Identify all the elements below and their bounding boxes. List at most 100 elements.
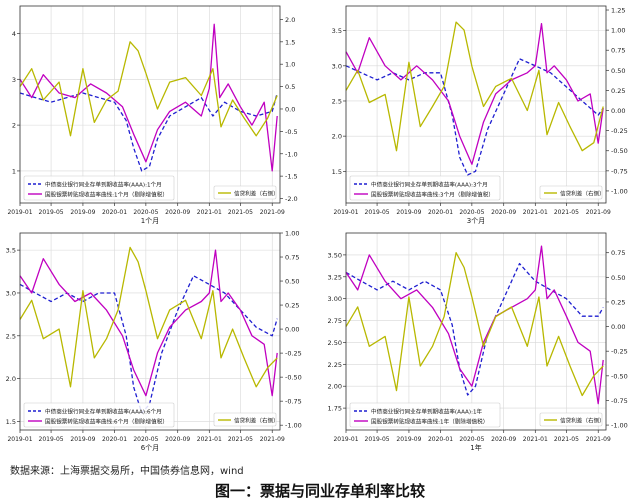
left-tick-label: 1.5 (332, 168, 342, 176)
legend-label: 信贷利差（右侧） (234, 189, 279, 197)
x-tick-label: 2019-05 (365, 436, 390, 443)
x-axis-label: 1年 (470, 443, 481, 452)
x-tick-label: 2021-01 (197, 436, 222, 443)
series-line-spread (19, 246, 278, 388)
x-tick-label: 2021-01 (197, 209, 222, 216)
series-line-bill (19, 249, 278, 397)
x-tick-label: 2019-05 (365, 209, 390, 216)
right-tick-label: -0.5 (285, 128, 298, 136)
right-tick-label: -1.0 (285, 150, 298, 158)
legend-box-left (23, 402, 175, 428)
right-tick-label: -0.75 (611, 397, 628, 405)
legend-label: 中债商业银行同业存单到期收益率(AAA):1年 (371, 407, 483, 415)
series-line-spread (19, 41, 278, 137)
right-tick-label: 0.50 (611, 274, 625, 282)
x-tick-label: 2020-09 (491, 436, 516, 443)
left-tick-label: 1.5 (6, 418, 16, 426)
right-tick-label: 1.5 (285, 38, 295, 46)
right-tick-label: -0.50 (611, 147, 628, 155)
series-line-ncd (345, 262, 604, 396)
left-tick-label: 3.50 (328, 251, 342, 259)
left-tick-label: 3.25 (328, 273, 342, 281)
x-tick-label: 2021-09 (260, 436, 285, 443)
x-tick-label: 2021-05 (228, 209, 253, 216)
right-tick-label: -0.50 (285, 374, 302, 382)
legend-label: 国股银票转贴现收益率曲线:1年（剔除增值税） (371, 417, 488, 425)
figure-caption: 图一：票据与同业存单利率比较 (214, 482, 425, 500)
right-tick-label: -0.25 (285, 350, 302, 358)
right-tick-label: -0.25 (611, 127, 628, 135)
plot-frame (19, 232, 281, 431)
right-tick-label: -0.75 (611, 167, 628, 175)
right-tick-label: 0.5 (285, 83, 295, 91)
x-tick-label: 2019-09 (396, 436, 421, 443)
right-tick-label: 0.00 (611, 323, 625, 331)
x-tick-label: 2020-09 (491, 209, 516, 216)
left-tick-label: 2.25 (328, 361, 342, 369)
chart-panel-1: 1 2 3 4 -2.0 -1.5 -1.0 -0.5 0.0 0.5 1.0 1.5 2.0 2019-… (7, 5, 298, 225)
x-tick-label: 2020-09 (165, 436, 190, 443)
x-axis-label: 1个月 (141, 217, 159, 225)
x-tick-label: 2020-09 (165, 209, 190, 216)
x-tick-label: 2021-09 (260, 209, 285, 216)
plot-frame (19, 5, 281, 204)
legend-label: 国股银票转贴现收益率曲线:6个月（剔除增值税） (45, 417, 168, 425)
left-tick-label: 3 (12, 76, 16, 84)
series-line-bill (345, 22, 604, 165)
x-tick-label: 2019-09 (70, 209, 95, 216)
series-line-spread (345, 21, 604, 152)
series-line-bill (345, 245, 604, 405)
left-tick-label: 1.75 (328, 405, 342, 413)
right-tick-label: -0.50 (611, 372, 628, 380)
left-tick-label: 3.0 (6, 289, 16, 297)
x-tick-label: 2021-01 (523, 209, 548, 216)
x-tick-label: 2020-05 (459, 436, 484, 443)
series-line-spread (345, 252, 604, 397)
right-tick-label: 0.25 (611, 298, 625, 306)
left-tick-label: 2.0 (332, 133, 342, 141)
x-tick-label: 2021-09 (586, 436, 611, 443)
legend-label: 中债商业银行同业存单到期收益率(AAA):3个月 (371, 180, 488, 188)
right-tick-label: 0.50 (285, 278, 299, 286)
left-tick-label: 2.5 (6, 332, 16, 340)
right-tick-label: -0.75 (285, 398, 302, 406)
series-line-ncd (345, 58, 604, 176)
x-tick-label: 2019-01 (7, 436, 32, 443)
legend-label: 信贷利差（右侧） (234, 416, 279, 424)
series-line-ncd (19, 92, 278, 172)
series-line-bill (19, 23, 278, 172)
left-tick-label: 2 (12, 122, 16, 130)
legend-box-left (23, 175, 175, 201)
left-tick-label: 4 (12, 30, 16, 38)
right-tick-label: -1.5 (285, 173, 298, 181)
x-tick-label: 2020-05 (133, 209, 158, 216)
legend-label: 信贷利差（右侧） (560, 189, 605, 197)
legend-box-right (213, 185, 277, 200)
right-tick-label: -1.00 (611, 187, 628, 195)
x-tick-label: 2021-05 (554, 209, 579, 216)
right-tick-label: -0.25 (611, 348, 628, 356)
left-tick-label: 2.75 (328, 317, 342, 325)
right-tick-label: 0.25 (285, 302, 299, 310)
plot-frame (345, 232, 607, 431)
right-tick-label: -2.0 (285, 195, 298, 203)
x-tick-label: 2020-05 (459, 209, 484, 216)
left-tick-label: 2.50 (328, 339, 342, 347)
left-tick-label: 2.00 (328, 383, 342, 391)
right-tick-label: 1.00 (285, 230, 299, 238)
x-tick-label: 2021-05 (554, 436, 579, 443)
chart-panel-3: 1.5 2.0 2.5 3.0 3.5 -1.00 -0.75 -0.50 -0.25 0.00 0… (6, 230, 302, 453)
x-tick-label: 2019-05 (39, 209, 64, 216)
right-tick-label: 2.0 (285, 16, 295, 24)
x-tick-label: 2019-01 (333, 436, 358, 443)
legend-label: 国股银票转贴现收益率曲线:3个月（剔除增值税） (371, 190, 494, 198)
legend-label: 国股银票转贴现收益率曲线:1个月（剔除增值税） (45, 190, 168, 198)
x-tick-label: 2020-05 (133, 436, 158, 443)
chart-panel-4: 1.75 2.00 2.25 2.50 2.75 3.00 3.25 3.50 -1.00 -0.… (328, 232, 628, 452)
legend-box-right (539, 412, 603, 427)
right-tick-label: 1.25 (611, 7, 625, 15)
legend-box-left (349, 402, 501, 428)
source-note: 数据来源：上海票据交易所，中国债券信息网，wind (10, 466, 244, 477)
right-tick-label: 0.25 (611, 87, 625, 95)
